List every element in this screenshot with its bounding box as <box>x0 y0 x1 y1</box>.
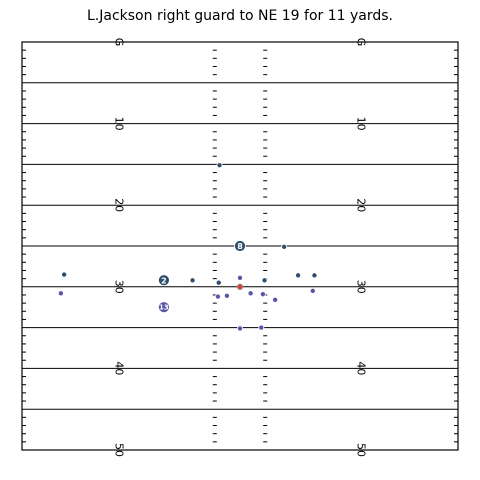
players: 8 2 13 <box>57 162 318 332</box>
yard-number-label: 20 <box>112 198 125 212</box>
offense-player-marker <box>158 274 170 287</box>
defense-player-marker <box>258 324 265 331</box>
yard-number-label: 20 <box>355 198 368 212</box>
yard-number-label: 40 <box>355 361 368 375</box>
defense-player-marker <box>236 274 243 281</box>
yard-number-label: 30 <box>112 280 125 294</box>
yard-number-label: G <box>112 38 125 47</box>
football-marker <box>236 283 244 290</box>
yard-number-label: G <box>355 38 368 47</box>
defense-player-marker <box>259 291 266 298</box>
defense-player-marker <box>223 292 230 299</box>
offense-player-marker <box>295 272 302 279</box>
offense-player-marker <box>61 271 68 278</box>
offense-player-marker <box>216 162 223 169</box>
yard-number-label: 30 <box>355 280 368 294</box>
hash-marks <box>22 49 458 443</box>
defense-player-marker <box>214 293 221 300</box>
offense-player-marker <box>215 279 222 286</box>
offense-player-marker <box>281 243 288 250</box>
yard-labels: G G 10 10 20 20 30 30 40 40 50 50 <box>112 38 367 457</box>
chart-title: L.Jackson right guard to NE 19 for 11 ya… <box>87 8 393 24</box>
defense-player-marker <box>309 287 316 294</box>
defense-player-marker <box>57 290 64 297</box>
jersey-number-label: 8 <box>237 242 243 251</box>
yard-lines <box>22 41 458 451</box>
yard-number-label: 50 <box>355 443 368 457</box>
yard-number-label: 40 <box>112 361 125 375</box>
offense-player-marker <box>234 240 246 252</box>
offense-player-marker <box>189 277 196 284</box>
offense-player-marker <box>261 277 268 284</box>
offense-player-marker <box>311 272 318 279</box>
defense-player-marker <box>158 301 170 314</box>
defense-player-marker <box>236 325 243 332</box>
yard-number-label: 50 <box>112 443 125 457</box>
jersey-number-label: 2 <box>161 276 167 285</box>
yard-number-label: 10 <box>112 117 125 131</box>
yard-number-label: 10 <box>355 117 368 131</box>
defense-player-marker <box>272 296 279 303</box>
defense-player-marker <box>247 290 254 297</box>
jersey-number-label: 13 <box>159 304 169 312</box>
